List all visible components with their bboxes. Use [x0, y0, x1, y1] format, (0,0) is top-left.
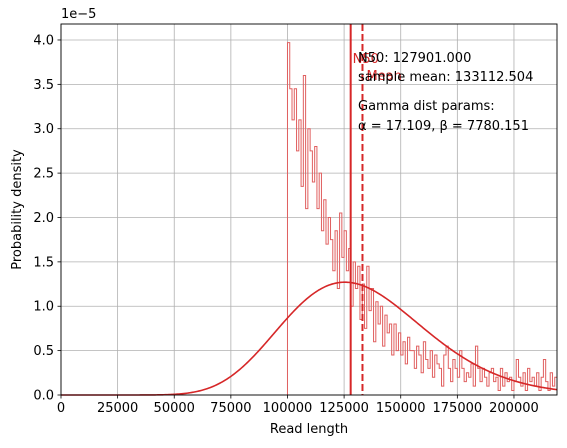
- x-tick-label: 50000: [154, 401, 195, 416]
- axes-frame: [60, 23, 558, 396]
- annotations: N50 Mean N50: 127901.000 sample mean: 13…: [353, 51, 534, 134]
- y-offset-label: 1e−5: [61, 7, 96, 22]
- reference-lines: [349, 24, 364, 395]
- y-tick-label: 2.0: [33, 211, 54, 226]
- y-tick-label: 3.0: [33, 122, 54, 137]
- mean-line-label: Mean: [366, 69, 401, 84]
- gamma-params-values: α = 17.109, β = 7780.151: [358, 119, 529, 134]
- y-axis-ticks: 0.0 0.5 1.0 1.5 2.0 2.5 3.0 3.5 4.0: [33, 33, 61, 404]
- histogram-step: [286, 42, 557, 395]
- x-tick-label: 200000: [489, 401, 539, 416]
- x-tick-label: 0: [57, 401, 65, 416]
- x-tick-label: 100000: [263, 401, 313, 416]
- y-tick-label: 4.0: [33, 33, 54, 48]
- x-tick-label: 150000: [376, 401, 426, 416]
- y-tick-label: 2.5: [33, 167, 54, 182]
- grid-lines: [60, 24, 557, 396]
- x-axis-ticks: 0 25000 50000 75000 100000 125000 150000 175000…: [57, 395, 539, 416]
- y-tick-label: 0.0: [33, 389, 54, 404]
- x-axis-label: Read length: [270, 422, 348, 437]
- y-tick-label: 1.0: [33, 300, 54, 315]
- y-axis-label: Probability density: [10, 149, 25, 270]
- y-tick-label: 1.5: [33, 255, 54, 270]
- sample-mean-annotation: sample mean: 133112.504: [358, 70, 533, 85]
- gamma-params-title: Gamma dist params:: [358, 99, 495, 114]
- y-tick-label: 3.5: [33, 78, 54, 93]
- n50-line-label: N50: [353, 52, 379, 67]
- x-tick-label: 25000: [97, 401, 138, 416]
- histogram: [286, 42, 557, 395]
- x-tick-label: 125000: [319, 401, 369, 416]
- x-tick-label: 75000: [210, 401, 251, 416]
- y-tick-label: 0.5: [33, 344, 54, 359]
- x-tick-label: 175000: [433, 401, 483, 416]
- n50-annotation: N50: 127901.000: [358, 51, 471, 66]
